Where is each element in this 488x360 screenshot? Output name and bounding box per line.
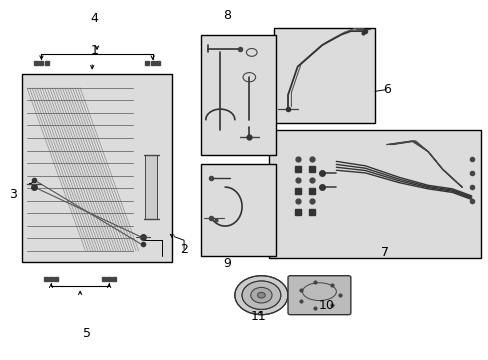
Bar [201,164,275,256]
Text: 3: 3 [9,188,17,201]
Text: 7: 7 [380,246,388,259]
Text: 8: 8 [223,9,231,22]
FancyBboxPatch shape [287,276,350,315]
Bar [145,155,157,219]
Bar [201,35,275,155]
Circle shape [242,281,280,309]
Text: 10: 10 [318,299,334,312]
Circle shape [257,292,265,298]
Circle shape [250,287,271,303]
Bar [268,130,480,258]
Text: 1: 1 [90,44,99,57]
Text: 5: 5 [83,327,91,339]
Circle shape [234,276,287,315]
Text: 2: 2 [180,243,187,256]
Bar [22,74,172,261]
Text: 9: 9 [223,257,231,270]
Text: 4: 4 [90,12,99,25]
Bar [273,28,374,123]
Circle shape [256,292,265,299]
Text: 11: 11 [251,310,266,323]
Text: 6: 6 [383,83,390,96]
